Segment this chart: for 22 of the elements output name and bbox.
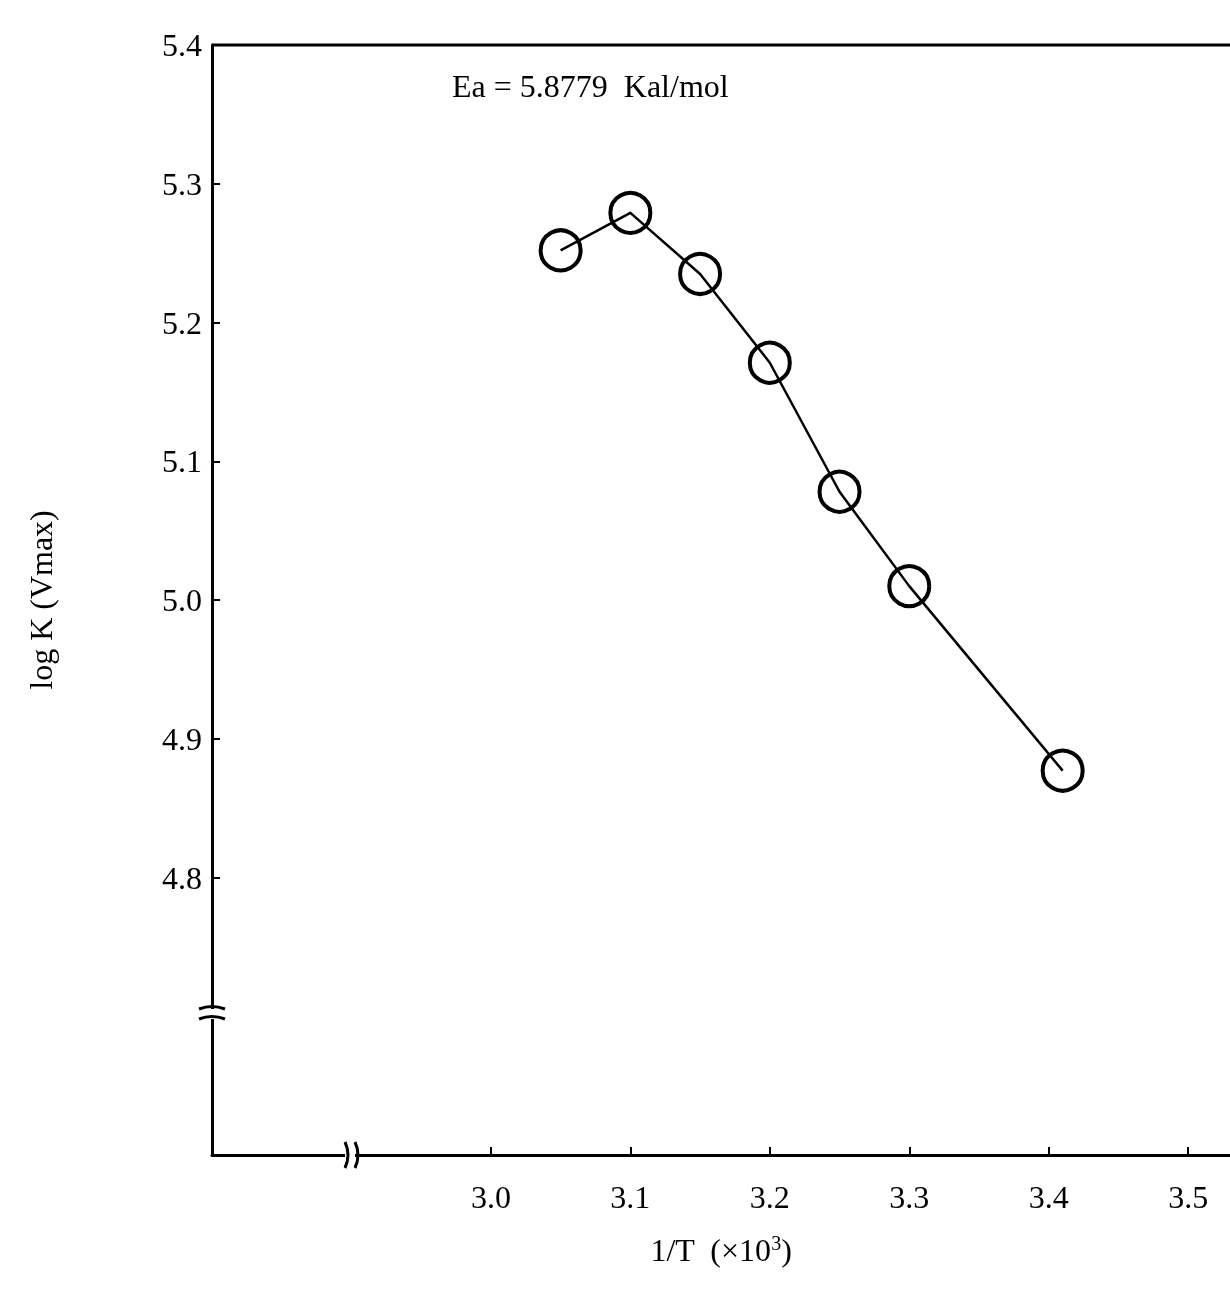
x-tick-label: 3.4 bbox=[1028, 1179, 1069, 1215]
y-tick-label: 5.0 bbox=[162, 582, 202, 618]
y-tick-label: 5.3 bbox=[162, 165, 202, 202]
y-tick-label: 5.4 bbox=[162, 27, 202, 63]
y-tick-label: 4.9 bbox=[162, 720, 202, 757]
x-tick-label: 3.2 bbox=[749, 1179, 790, 1215]
point bbox=[608, 190, 653, 235]
x-tick-label: 3.5 bbox=[1168, 1179, 1209, 1215]
y-tick-label: 5.2 bbox=[162, 304, 202, 341]
point bbox=[817, 469, 862, 514]
x-tick-label: 3.0 bbox=[470, 1179, 511, 1215]
point bbox=[678, 251, 723, 296]
y-tick-label: 4.8 bbox=[162, 859, 202, 896]
point bbox=[538, 228, 583, 273]
y-tick-label: 5.1 bbox=[162, 443, 202, 480]
x-tick-label: 3.3 bbox=[889, 1179, 930, 1215]
point bbox=[747, 340, 792, 385]
y-axis-title: log K (Vmax) bbox=[23, 510, 59, 690]
annotation: Ea = 5.8779 Kal/mol bbox=[452, 68, 729, 104]
point bbox=[887, 564, 932, 609]
point bbox=[1040, 748, 1085, 793]
x-tick-label: 3.1 bbox=[610, 1179, 651, 1215]
